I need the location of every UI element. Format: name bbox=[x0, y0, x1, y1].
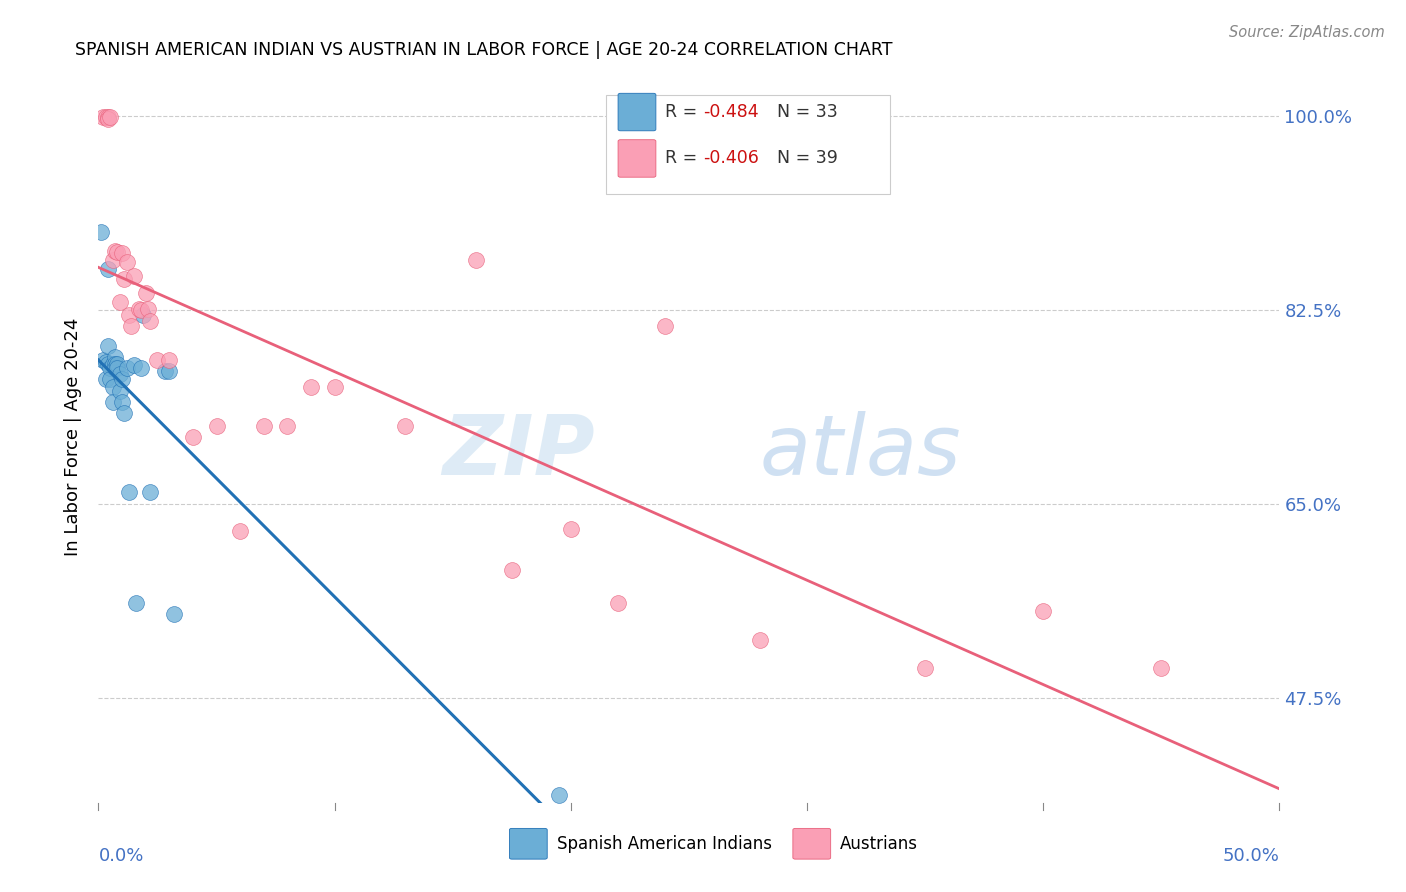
Point bbox=[101, 252, 124, 267]
FancyBboxPatch shape bbox=[606, 95, 890, 194]
FancyBboxPatch shape bbox=[793, 829, 831, 859]
Point bbox=[101, 380, 124, 394]
Point bbox=[1150, 660, 1173, 674]
Point bbox=[253, 419, 276, 434]
Point bbox=[118, 485, 141, 500]
Point bbox=[139, 485, 162, 500]
Point bbox=[94, 355, 117, 369]
Point bbox=[104, 361, 127, 376]
Point bbox=[299, 380, 322, 394]
Point bbox=[101, 357, 124, 371]
Point bbox=[153, 363, 176, 377]
Point bbox=[157, 363, 180, 377]
Point bbox=[129, 361, 152, 376]
Point bbox=[205, 419, 228, 434]
Point bbox=[111, 372, 134, 386]
Text: atlas: atlas bbox=[759, 411, 962, 492]
Point bbox=[163, 607, 186, 622]
Point bbox=[276, 419, 298, 434]
Point bbox=[97, 339, 120, 353]
Text: N = 33: N = 33 bbox=[766, 103, 838, 121]
Point bbox=[548, 788, 571, 802]
Point bbox=[108, 367, 131, 381]
Point bbox=[104, 351, 127, 365]
FancyBboxPatch shape bbox=[619, 140, 655, 178]
Point bbox=[914, 660, 936, 674]
Point bbox=[560, 522, 582, 536]
Point bbox=[108, 294, 131, 309]
Point bbox=[111, 246, 134, 260]
Text: -0.406: -0.406 bbox=[703, 150, 759, 168]
Point bbox=[94, 110, 117, 124]
Point bbox=[111, 394, 134, 409]
Point bbox=[181, 430, 204, 444]
Point bbox=[394, 419, 416, 434]
Point bbox=[607, 596, 630, 610]
Point bbox=[97, 110, 120, 124]
Point bbox=[465, 252, 488, 267]
Text: ZIP: ZIP bbox=[441, 411, 595, 492]
Point bbox=[115, 361, 138, 376]
Point bbox=[90, 225, 112, 239]
Point bbox=[323, 380, 346, 394]
Point bbox=[121, 319, 143, 334]
Text: -0.484: -0.484 bbox=[703, 103, 759, 121]
Text: Spanish American Indians: Spanish American Indians bbox=[557, 835, 772, 853]
Point bbox=[654, 319, 676, 334]
Point bbox=[98, 361, 121, 376]
Text: Austrians: Austrians bbox=[841, 835, 918, 853]
Point bbox=[139, 314, 162, 328]
Point bbox=[229, 524, 252, 539]
Point bbox=[125, 596, 148, 610]
Text: R =: R = bbox=[665, 150, 703, 168]
Point bbox=[118, 308, 141, 322]
Point bbox=[104, 357, 127, 371]
Point bbox=[129, 302, 152, 317]
Text: N = 39: N = 39 bbox=[766, 150, 838, 168]
Point bbox=[105, 245, 128, 260]
Point bbox=[122, 358, 145, 372]
Point bbox=[91, 352, 114, 367]
Text: 0.0%: 0.0% bbox=[98, 847, 143, 864]
Point bbox=[112, 406, 135, 420]
Text: 50.0%: 50.0% bbox=[1223, 847, 1279, 864]
Point bbox=[136, 301, 159, 316]
Point bbox=[98, 372, 121, 386]
Point bbox=[104, 244, 127, 258]
Point bbox=[115, 255, 138, 269]
FancyBboxPatch shape bbox=[619, 94, 655, 131]
Point bbox=[1032, 604, 1054, 618]
Point bbox=[105, 357, 128, 371]
Point bbox=[122, 269, 145, 284]
Point bbox=[112, 271, 135, 285]
FancyBboxPatch shape bbox=[509, 829, 547, 859]
Point bbox=[101, 394, 124, 409]
Point bbox=[97, 112, 120, 126]
Text: R =: R = bbox=[665, 103, 703, 121]
Point bbox=[108, 384, 131, 398]
Point bbox=[98, 110, 121, 124]
Text: Source: ZipAtlas.com: Source: ZipAtlas.com bbox=[1229, 25, 1385, 40]
Point bbox=[97, 261, 120, 276]
Point bbox=[105, 361, 128, 376]
Point bbox=[97, 357, 120, 371]
Text: SPANISH AMERICAN INDIAN VS AUSTRIAN IN LABOR FORCE | AGE 20-24 CORRELATION CHART: SPANISH AMERICAN INDIAN VS AUSTRIAN IN L… bbox=[75, 41, 893, 59]
Y-axis label: In Labor Force | Age 20-24: In Labor Force | Age 20-24 bbox=[65, 318, 83, 557]
Point bbox=[135, 285, 157, 300]
Point bbox=[501, 563, 523, 577]
Point bbox=[91, 110, 114, 124]
Point bbox=[157, 352, 180, 367]
Point bbox=[748, 632, 770, 647]
Point bbox=[132, 308, 155, 322]
Point bbox=[128, 301, 150, 316]
Point bbox=[94, 372, 117, 386]
Point bbox=[146, 352, 169, 367]
